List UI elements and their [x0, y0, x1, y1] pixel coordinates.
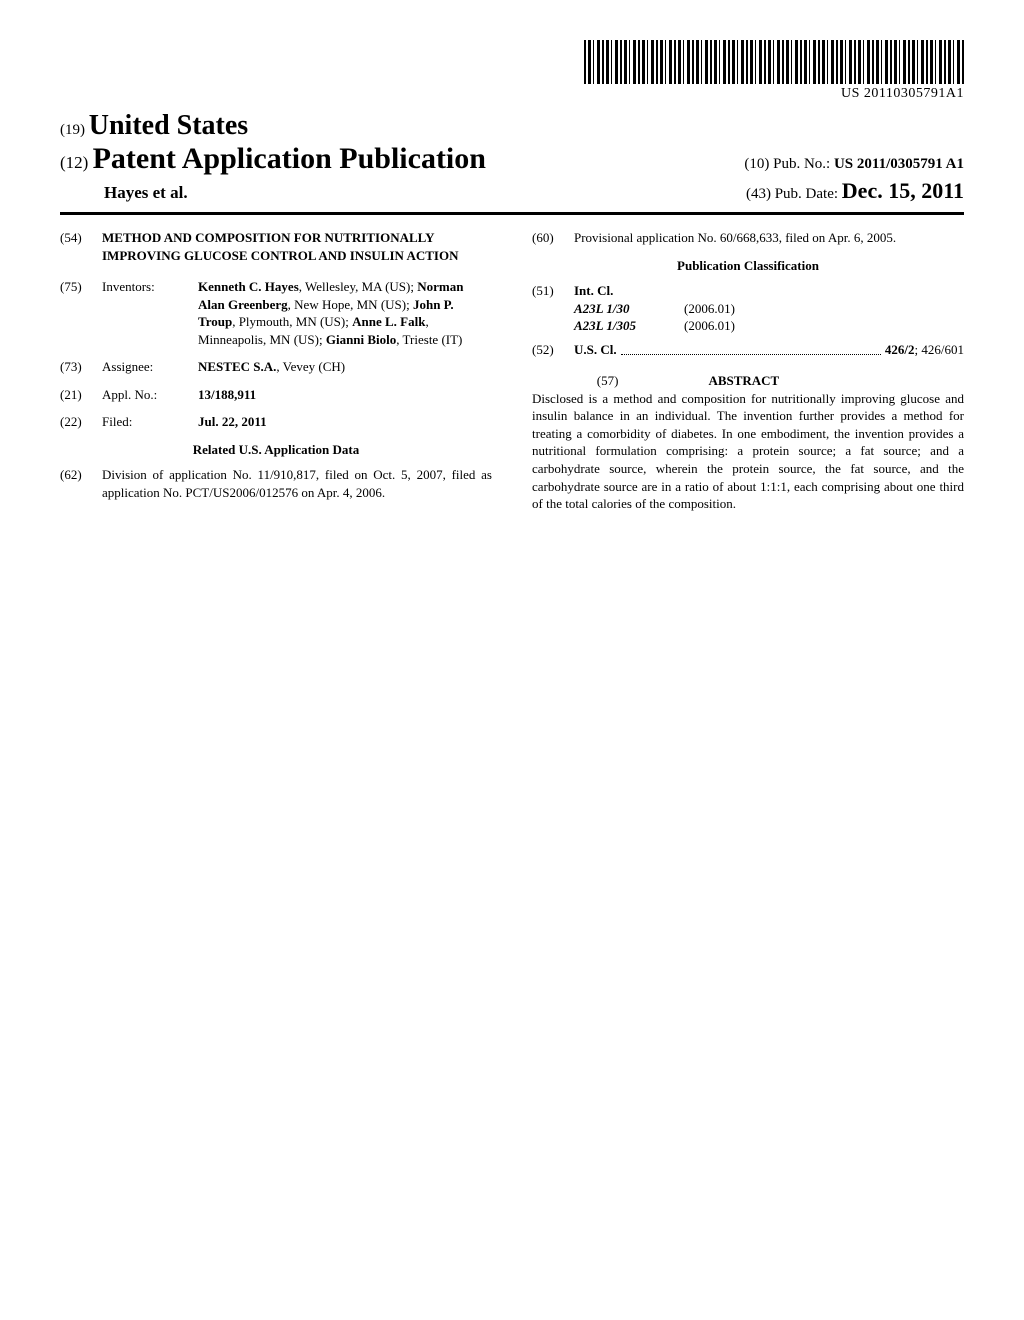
abstract-heading: ABSTRACT	[708, 372, 779, 390]
intcl-line-0: A23L 1/30 (2006.01)	[574, 300, 735, 318]
filed-label: Filed:	[102, 413, 198, 431]
pub-code: (12)	[60, 153, 88, 172]
pubno-label: Pub. No.:	[773, 156, 830, 172]
title-code: (54)	[60, 229, 102, 264]
assignee-row: (73) Assignee: NESTEC S.A., Vevey (CH)	[60, 358, 492, 376]
intcl-symbol-0: A23L 1/30	[574, 300, 684, 318]
division-code: (62)	[60, 466, 102, 501]
division-text: Division of application No. 11/910,817, …	[102, 466, 492, 501]
pub-type-block: (12) Patent Application Publication	[60, 142, 486, 176]
barcode-block: US 20110305791A1	[60, 40, 964, 102]
division-row: (62) Division of application No. 11/910,…	[60, 466, 492, 501]
abstract-header: (57) ABSTRACT	[532, 372, 964, 390]
inventors-row: (75) Inventors: Kenneth C. Hayes, Welles…	[60, 278, 492, 348]
assignee-value: NESTEC S.A., Vevey (CH)	[198, 358, 492, 376]
pubno-code: (10)	[744, 156, 769, 172]
barcode-text: US 20110305791A1	[841, 86, 964, 102]
header-pub-line: (12) Patent Application Publication (10)…	[60, 142, 964, 176]
applno-row: (21) Appl. No.: 13/188,911	[60, 386, 492, 404]
assignee-bold: NESTEC S.A.	[198, 359, 276, 374]
pubdate-block: (43) Pub. Date: Dec. 15, 2011	[746, 178, 964, 204]
uscl-code: (52)	[532, 341, 574, 359]
uscl-label: U.S. Cl.	[574, 341, 617, 359]
inventors-code: (75)	[60, 278, 102, 348]
inventors-label: Inventors:	[102, 278, 198, 348]
country-name: United States	[89, 110, 248, 141]
intcl-code: (51)	[532, 282, 574, 335]
filed-row: (22) Filed: Jul. 22, 2011	[60, 413, 492, 431]
title-text: METHOD AND COMPOSITION FOR NUTRITIONALLY…	[102, 229, 492, 264]
filed-value: Jul. 22, 2011	[198, 413, 492, 431]
provisional-row: (60) Provisional application No. 60/668,…	[532, 229, 964, 247]
assignee-code: (73)	[60, 358, 102, 376]
filed-code: (22)	[60, 413, 102, 431]
uscl-values: 426/2; 426/601	[885, 341, 964, 359]
intcl-symbol-1: A23L 1/305	[574, 317, 684, 335]
header-authors-line: Hayes et al. (43) Pub. Date: Dec. 15, 20…	[60, 178, 964, 204]
header-country-line: (19) United States	[60, 110, 964, 142]
provisional-text: Provisional application No. 60/668,633, …	[574, 229, 964, 247]
abstract-code: (57)	[597, 372, 619, 390]
applno-code: (21)	[60, 386, 102, 404]
intcl-edition-0: (2006.01)	[684, 300, 735, 318]
pubno-value: US 2011/0305791 A1	[834, 156, 964, 172]
uscl-main: 426/2	[885, 342, 915, 357]
pubdate-label: Pub. Date:	[775, 186, 838, 202]
filed-bold: Jul. 22, 2011	[198, 414, 267, 429]
classif-heading: Publication Classification	[532, 257, 964, 275]
intcl-line-1: A23L 1/305 (2006.01)	[574, 317, 735, 335]
pubdate-code: (43)	[746, 186, 771, 202]
inventors-value: Kenneth C. Hayes, Wellesley, MA (US); No…	[198, 278, 492, 348]
pubdate-value: Dec. 15, 2011	[842, 178, 964, 203]
right-column: (60) Provisional application No. 60/668,…	[532, 229, 964, 513]
uscl-dots	[621, 341, 881, 356]
intcl-body: Int. Cl. A23L 1/30 (2006.01) A23L 1/305 …	[574, 282, 735, 335]
barcode	[584, 40, 964, 84]
applno-value: 13/188,911	[198, 386, 492, 404]
country-code: (19)	[60, 122, 85, 138]
related-heading: Related U.S. Application Data	[60, 441, 492, 459]
intcl-row: (51) Int. Cl. A23L 1/30 (2006.01) A23L 1…	[532, 282, 964, 335]
uscl-rest: ; 426/601	[915, 342, 964, 357]
title-block: (54) METHOD AND COMPOSITION FOR NUTRITIO…	[60, 229, 492, 264]
body-columns: (54) METHOD AND COMPOSITION FOR NUTRITIO…	[60, 229, 964, 513]
pub-type: Patent Application Publication	[93, 142, 486, 175]
assignee-label: Assignee:	[102, 358, 198, 376]
intcl-label: Int. Cl.	[574, 283, 613, 298]
applno-bold: 13/188,911	[198, 387, 256, 402]
provisional-code: (60)	[532, 229, 574, 247]
left-column: (54) METHOD AND COMPOSITION FOR NUTRITIO…	[60, 229, 492, 513]
divider	[60, 212, 964, 215]
abstract-body: Disclosed is a method and composition fo…	[532, 390, 964, 513]
intcl-edition-1: (2006.01)	[684, 317, 735, 335]
applno-label: Appl. No.:	[102, 386, 198, 404]
authors-line: Hayes et al.	[60, 183, 188, 203]
assignee-rest: , Vevey (CH)	[276, 359, 345, 374]
pubno-block: (10) Pub. No.: US 2011/0305791 A1	[744, 156, 964, 173]
uscl-row: (52) U.S. Cl. 426/2; 426/601	[532, 341, 964, 359]
